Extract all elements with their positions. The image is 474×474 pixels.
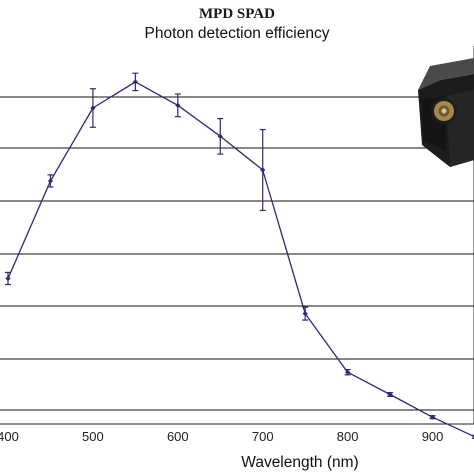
error-bar-950	[472, 434, 474, 439]
x-tick-label-500: 500	[82, 429, 104, 444]
series-line-1	[7, 81, 474, 438]
data-point-550	[132, 79, 138, 85]
data-point-900	[429, 414, 436, 420]
spad-module-photo-icon	[418, 58, 474, 167]
chart-title: MPD SPAD	[199, 6, 275, 22]
data-point-450	[47, 178, 54, 184]
x-tick-label-800: 800	[337, 429, 359, 444]
series	[5, 72, 474, 439]
x-axis-title: Wavelength (nm)	[241, 454, 358, 471]
x-tick-label-700: 700	[252, 429, 274, 444]
data-point-650	[217, 133, 223, 139]
data-point-400	[5, 275, 11, 282]
x-tick-label-900: 900	[422, 429, 444, 444]
x-axis-ticks: 400 500 600 700 800 900	[0, 429, 443, 444]
data-point-850	[387, 391, 393, 398]
grid	[0, 46, 474, 425]
x-tick-label-400: 400	[0, 429, 19, 444]
data-point-700	[260, 167, 266, 173]
chart-subtitle: Photon detection efficiency	[145, 25, 330, 42]
data-point-750	[302, 311, 308, 317]
data-point-600	[175, 102, 181, 108]
data-point-500	[90, 105, 96, 111]
x-tick-label-600: 600	[167, 429, 189, 444]
data-point-800	[345, 369, 351, 375]
